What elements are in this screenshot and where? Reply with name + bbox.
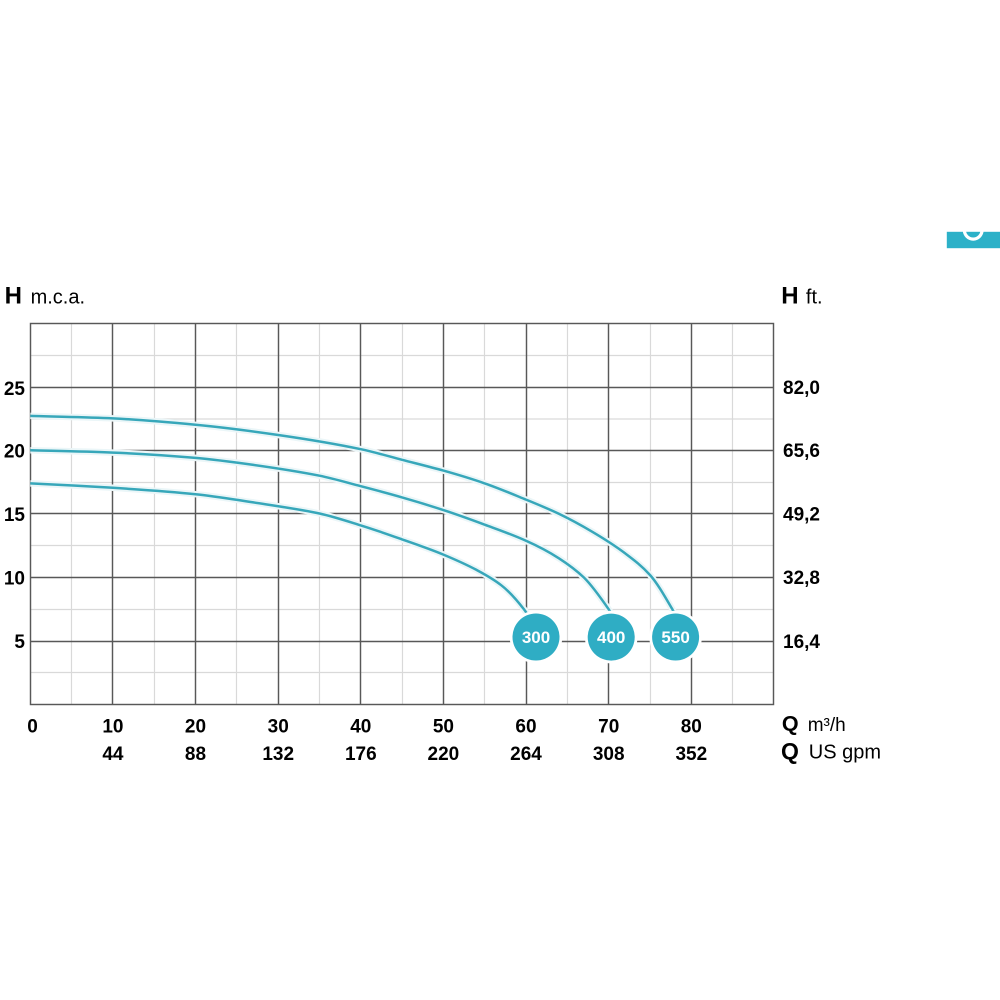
svg-text:32,8: 32,8 — [783, 568, 820, 589]
svg-text:60: 60 — [515, 717, 536, 738]
svg-text:Q: Q — [782, 712, 799, 736]
svg-text:70: 70 — [598, 717, 619, 738]
svg-text:20: 20 — [185, 717, 206, 738]
svg-text:550: 550 — [661, 628, 689, 647]
svg-text:H: H — [5, 283, 22, 310]
svg-text:82,0: 82,0 — [783, 378, 820, 399]
svg-text:88: 88 — [185, 744, 206, 765]
svg-text:308: 308 — [593, 744, 625, 765]
svg-text:400: 400 — [597, 628, 625, 647]
svg-text:15: 15 — [4, 505, 26, 526]
svg-text:65,6: 65,6 — [783, 441, 820, 462]
svg-text:50: 50 — [433, 717, 454, 738]
svg-text:44: 44 — [102, 744, 124, 765]
svg-text:0: 0 — [27, 717, 38, 738]
svg-text:176: 176 — [345, 744, 377, 765]
svg-text:352: 352 — [675, 744, 707, 765]
svg-text:25: 25 — [4, 379, 26, 400]
svg-text:US gpm: US gpm — [809, 742, 881, 764]
svg-text:16,4: 16,4 — [783, 632, 820, 653]
svg-text:300: 300 — [522, 628, 550, 647]
svg-text:220: 220 — [428, 744, 460, 765]
svg-text:m.c.a.: m.c.a. — [31, 287, 85, 309]
svg-text:30: 30 — [268, 717, 289, 738]
svg-text:40: 40 — [350, 717, 371, 738]
svg-text:49,2: 49,2 — [783, 505, 820, 526]
svg-text:H: H — [781, 283, 798, 310]
svg-text:Q: Q — [781, 738, 799, 764]
svg-text:132: 132 — [262, 744, 294, 765]
svg-text:m³/h: m³/h — [808, 715, 846, 736]
svg-text:264: 264 — [510, 744, 542, 765]
svg-text:ft.: ft. — [806, 287, 823, 309]
svg-text:5: 5 — [14, 632, 25, 653]
svg-text:20: 20 — [4, 441, 25, 462]
svg-text:10: 10 — [4, 569, 25, 590]
svg-text:10: 10 — [102, 717, 123, 738]
svg-text:80: 80 — [681, 717, 702, 738]
